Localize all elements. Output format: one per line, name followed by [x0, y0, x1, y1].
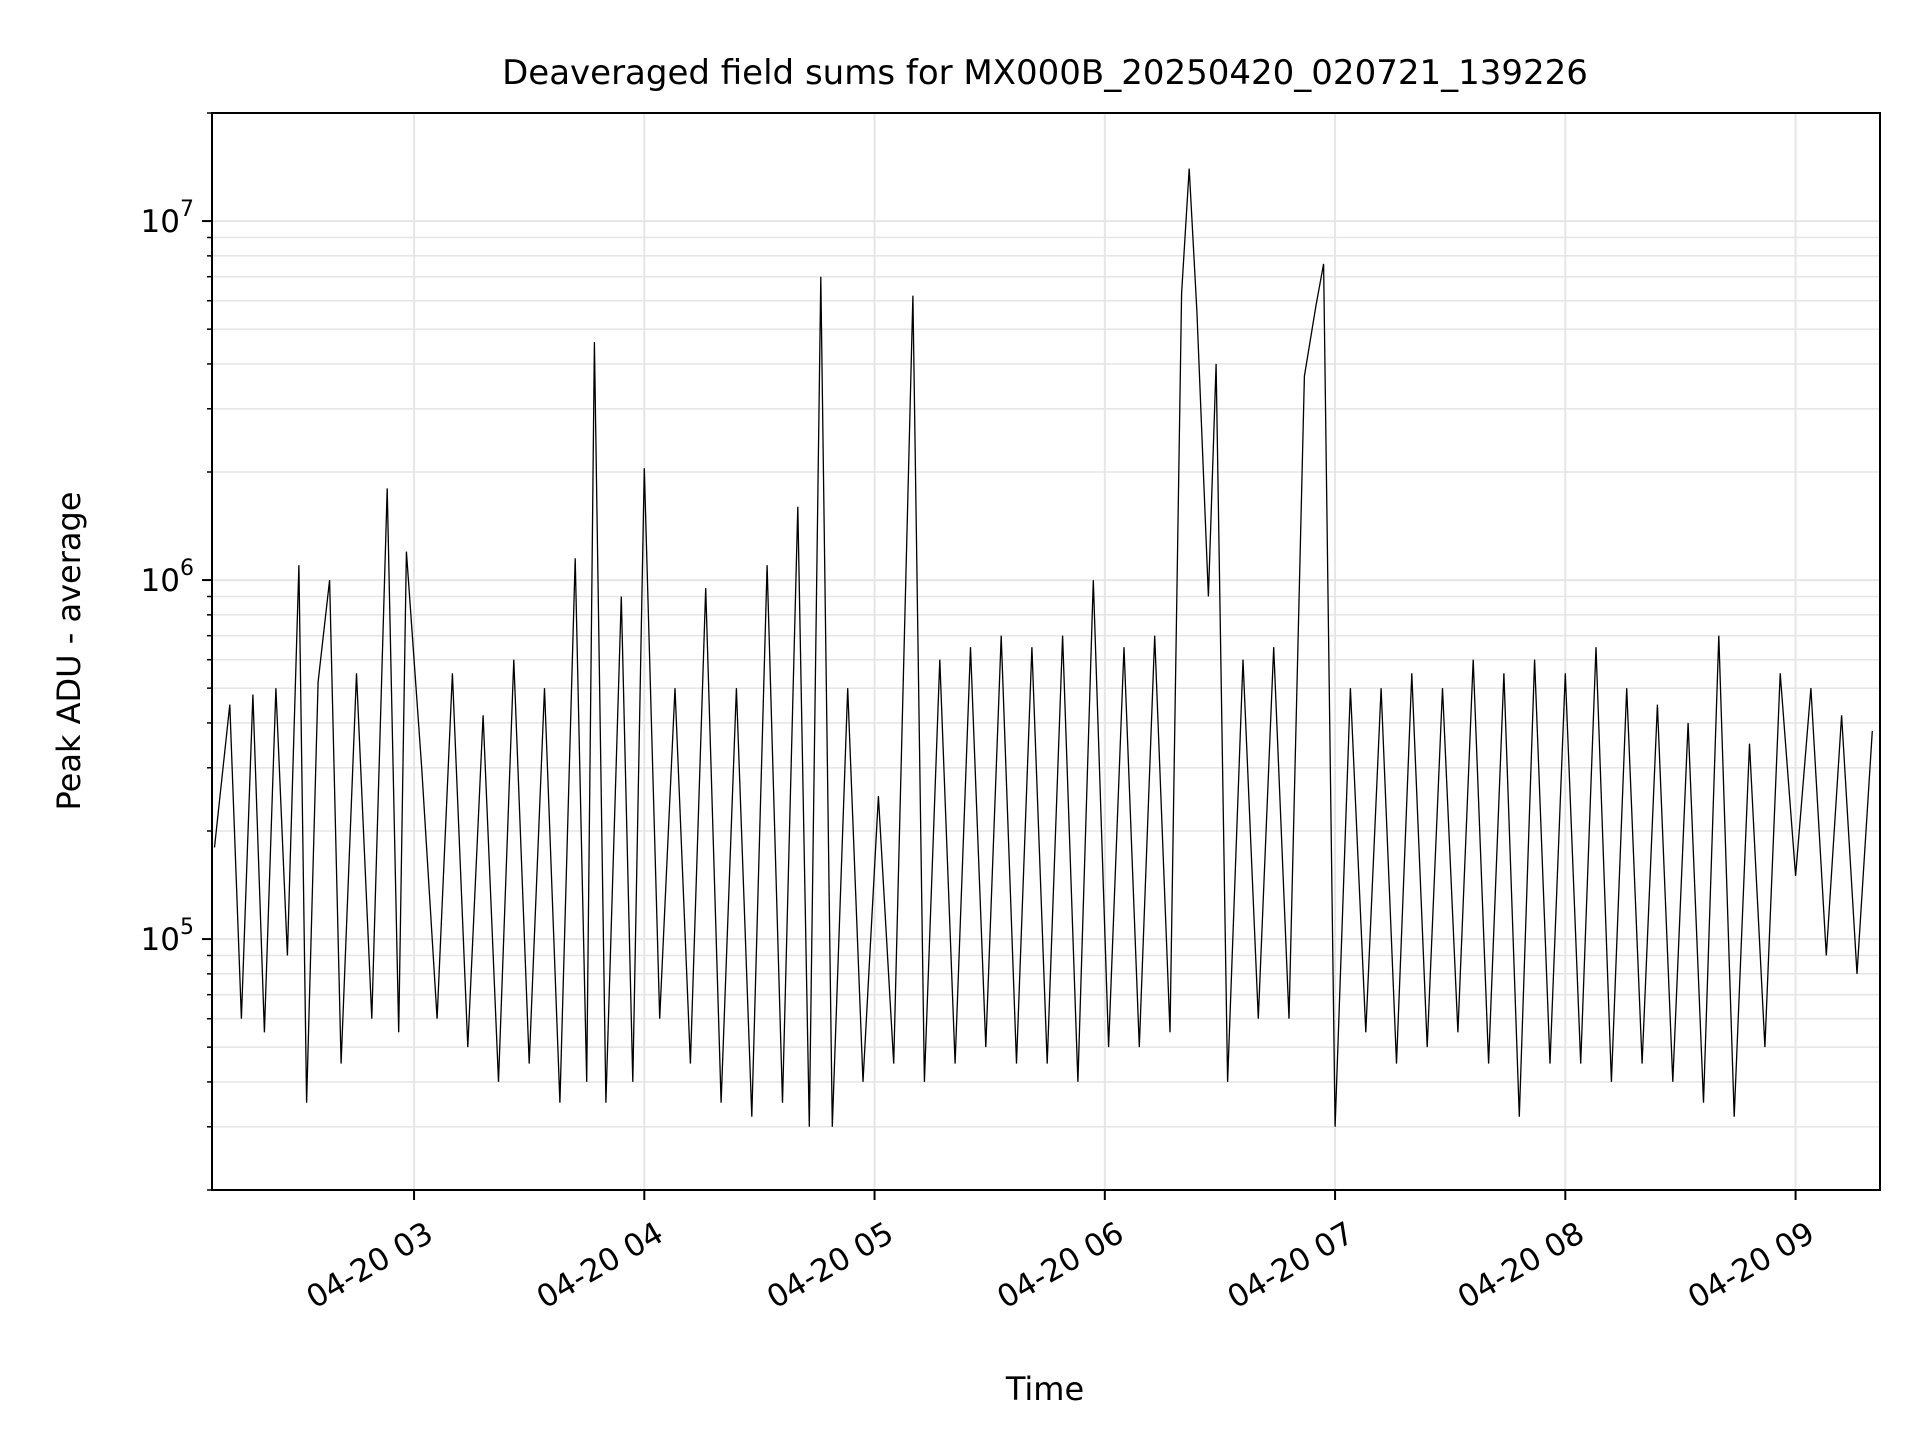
chart-title: Deaveraged field sums for MX000B_2025042…: [502, 53, 1588, 93]
x-tick-label: 04-20 03: [301, 1215, 440, 1316]
y-tick-label: 105: [141, 915, 194, 958]
x-tick-label: 04-20 07: [1222, 1215, 1361, 1316]
y-axis-label: Peak ADU - average: [50, 492, 88, 811]
series-line: [213, 168, 1873, 1127]
x-tick-label: 04-20 05: [761, 1215, 900, 1316]
y-tick-label: 106: [141, 556, 194, 599]
x-tick-label: 04-20 09: [1682, 1215, 1821, 1316]
x-axis: 04-20 03 04-20 04 04-20 05 04-20 06 04-20 07…: [301, 1190, 1821, 1316]
y-tick-label: 107: [141, 197, 194, 240]
x-tick-label: 04-20 06: [991, 1215, 1130, 1316]
x-tick-label: 04-20 08: [1452, 1215, 1591, 1316]
x-tick-label: 04-20 04: [531, 1215, 670, 1316]
series-0-line: [213, 168, 1873, 1127]
plot-frame: [211, 112, 1881, 1191]
y-axis: 105 106 107: [141, 112, 212, 1191]
grid: [212, 112, 1880, 1191]
x-axis-label: Time: [1005, 1370, 1084, 1408]
